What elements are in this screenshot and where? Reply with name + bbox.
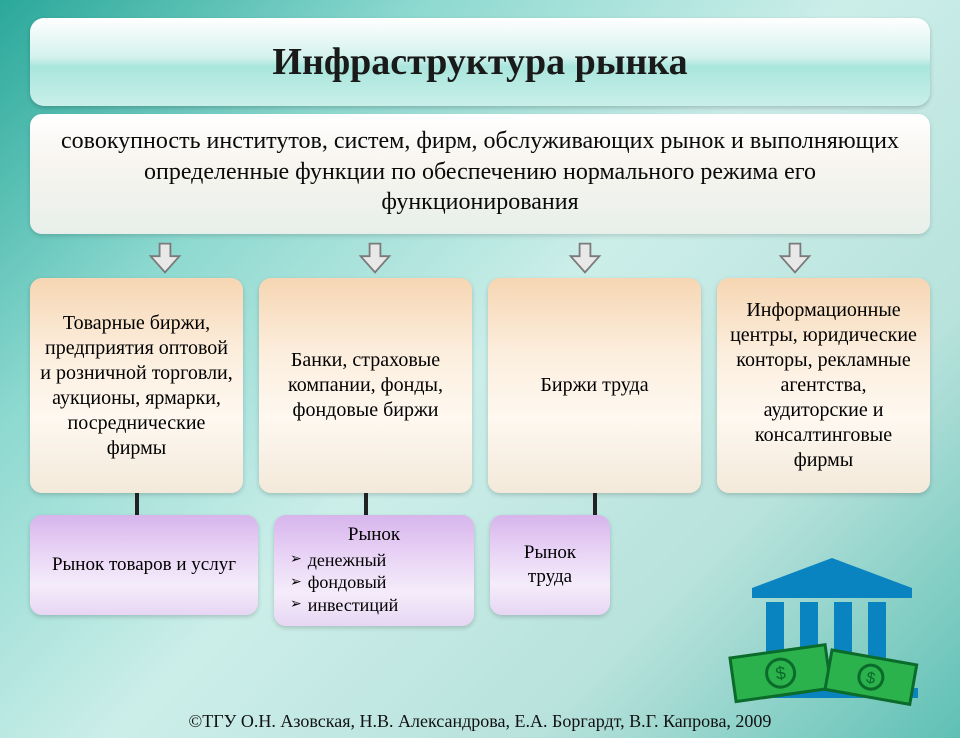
connector-line: [364, 493, 368, 515]
arrow-row: [60, 240, 900, 276]
orange-box-3: Биржи труда: [488, 278, 701, 493]
orange-columns: Товарные биржи, предприятия оптовой и ро…: [30, 278, 930, 493]
market-list-heading: Рынок: [290, 523, 458, 547]
orange-box-2: Банки, страховые компании, фонды, фондов…: [259, 278, 472, 493]
footer-credits: ©ТГУ О.Н. Азовская, Н.В. Александрова, Е…: [0, 711, 960, 732]
market-list-item: ➢инвестиций: [290, 594, 458, 617]
bullet-icon: ➢: [290, 596, 302, 614]
down-arrow-icon: [147, 240, 183, 276]
down-arrow-icon: [567, 240, 603, 276]
definition-block: совокупность институтов, систем, фирм, о…: [30, 114, 930, 234]
down-arrow-icon: [357, 240, 393, 276]
bank-money-icon: $ $: [722, 550, 932, 710]
title-block: Инфраструктура рынка: [30, 18, 930, 106]
orange-box-1: Товарные биржи, предприятия оптовой и ро…: [30, 278, 243, 493]
bullet-icon: ➢: [290, 574, 302, 592]
market-box-labor: Рынок труда: [490, 515, 610, 615]
bullet-icon: ➢: [290, 551, 302, 569]
page-title: Инфраструктура рынка: [40, 40, 920, 84]
connector-row: [30, 493, 930, 515]
market-list-item: ➢денежный: [290, 549, 458, 572]
orange-box-4: Информационные центры, юридические конто…: [717, 278, 930, 493]
down-arrow-icon: [777, 240, 813, 276]
market-list-item: ➢фондовый: [290, 571, 458, 594]
market-box-money: Рынок ➢денежный ➢фондовый ➢инвестиций: [274, 515, 474, 626]
connector-line: [135, 493, 139, 515]
connector-line: [593, 493, 597, 515]
market-box-goods: Рынок товаров и услуг: [30, 515, 258, 615]
